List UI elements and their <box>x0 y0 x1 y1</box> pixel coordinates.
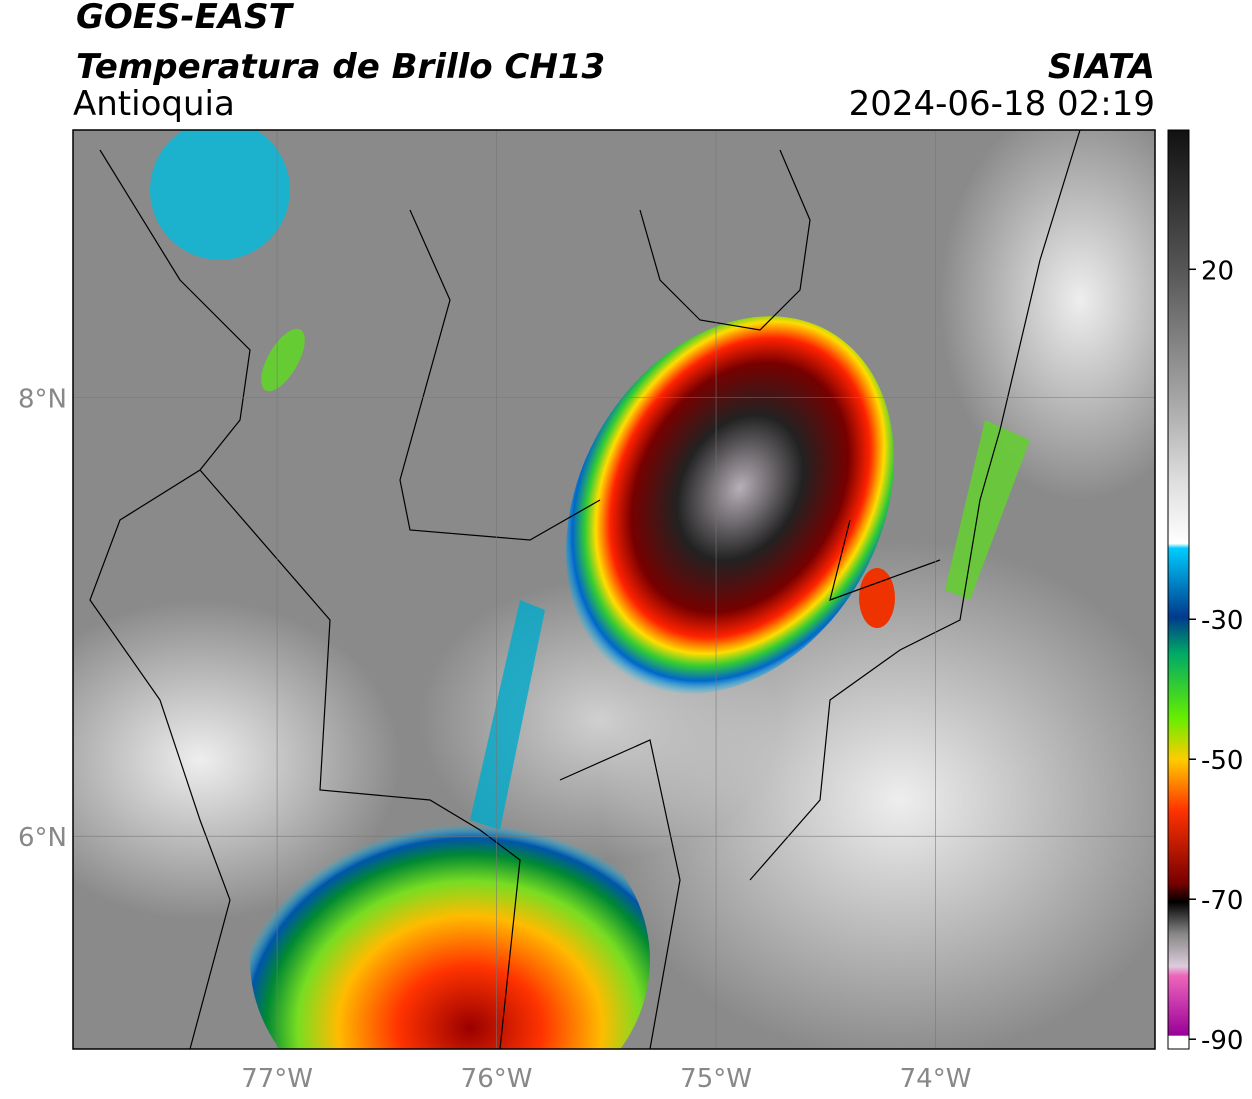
region: Antioquia <box>73 84 235 124</box>
satellite: GOES-EAST <box>76 0 295 37</box>
x-tick-label: 77°W <box>241 1064 313 1094</box>
product: Temperatura de Brillo CH13 <box>76 47 605 87</box>
y-tick-label: 8°N <box>18 385 67 415</box>
x-tick-label: 76°W <box>461 1064 533 1094</box>
colorbar-tick-label: -90 <box>1201 1026 1243 1056</box>
colorbar-tick-label: -50 <box>1201 746 1243 776</box>
colorbar-tick-label: -30 <box>1201 606 1243 636</box>
map-frame <box>72 129 1156 1050</box>
x-tick-label: 75°W <box>680 1064 752 1094</box>
colorbar-tick-label: -70 <box>1201 886 1243 916</box>
y-tick-label: 6°N <box>18 823 67 853</box>
colorbar-tick-label: 20 <box>1201 256 1234 286</box>
map-imagery <box>73 130 1155 1049</box>
colorbar <box>1167 129 1190 1050</box>
source: SIATA <box>1048 47 1155 87</box>
x-tick-label: 74°W <box>900 1064 972 1094</box>
datetime: 2024-06-18 02:19 <box>849 84 1155 124</box>
